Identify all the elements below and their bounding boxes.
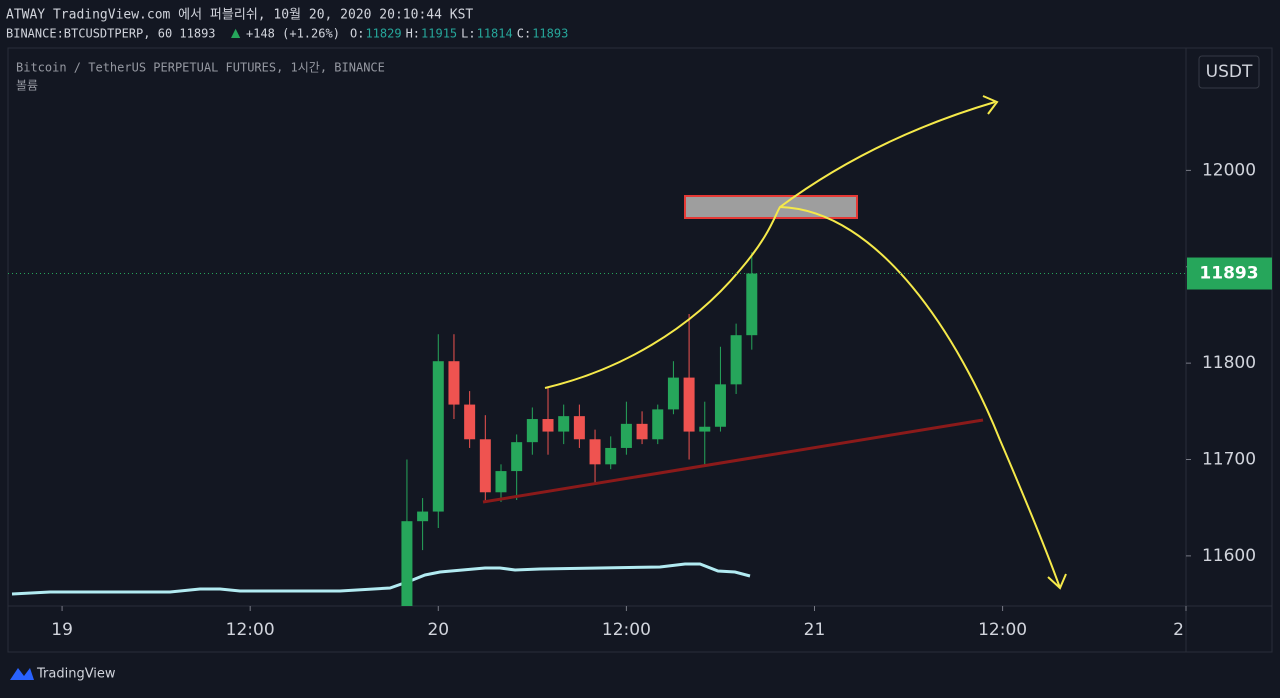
candle-body — [542, 419, 554, 432]
last-price-box — [1187, 257, 1272, 290]
ohlc-value: 11893 — [532, 27, 568, 41]
change-text: +148 (+1.26%) — [246, 27, 340, 41]
candles — [401, 252, 758, 606]
drawings — [11, 562, 751, 596]
arrow-head — [982, 95, 999, 115]
ohlc-value: 11829 — [365, 27, 401, 41]
ohlc-label: O: — [350, 27, 364, 41]
ohlc-label: H: — [406, 27, 420, 41]
candle-body — [526, 419, 538, 443]
candle-body — [620, 423, 632, 448]
candle-body — [573, 416, 585, 440]
currency-button[interactable] — [1198, 55, 1260, 89]
candle-body — [746, 273, 758, 336]
volume-ma-line — [11, 562, 751, 596]
arrow-head — [1047, 573, 1067, 590]
candle-body — [667, 377, 679, 410]
last-price-label: 11893 — [1199, 264, 1258, 284]
ohlc-value: 11814 — [477, 27, 513, 41]
x-tick-label: 19 — [51, 620, 73, 640]
candle-body — [605, 447, 617, 465]
candle-body — [511, 442, 523, 472]
candle-body — [464, 404, 476, 440]
candle-body — [417, 511, 429, 522]
up-triangle: ▲ — [231, 26, 241, 40]
candle-body — [589, 439, 601, 465]
candle-body — [479, 439, 491, 493]
ohlc-label: L: — [461, 27, 475, 41]
candle-body — [448, 361, 460, 405]
volume-label: 볼륨 — [16, 79, 38, 93]
trend-line — [482, 418, 984, 504]
candle-body — [683, 377, 695, 432]
up-path-arrow — [544, 101, 996, 389]
x-tick-label: 12:00 — [602, 620, 651, 640]
logo-icon — [10, 668, 34, 680]
ohlc-value: 11915 — [421, 27, 457, 41]
down-path-arrow — [779, 206, 1061, 589]
y-tick-label: 11800 — [1202, 353, 1256, 373]
y-tick-label: 11600 — [1202, 546, 1256, 566]
x-tick-label: 12:00 — [226, 620, 275, 640]
y-tick-label: 11700 — [1202, 450, 1256, 470]
chart-frame — [7, 47, 1273, 653]
annotations — [482, 95, 1067, 590]
resistance-box — [684, 195, 858, 219]
ohlc-label: C: — [517, 27, 531, 41]
candle-body — [636, 423, 648, 440]
x-tick-label: 12:00 — [978, 620, 1027, 640]
x-tick-label: 20 — [427, 620, 449, 640]
symbol-text: BINANCE:BTCUSDTPERP, 60 11893 — [6, 27, 216, 41]
candle-body — [558, 416, 570, 432]
candle-body — [714, 384, 726, 427]
candle-body — [432, 361, 444, 512]
candle-body — [730, 335, 742, 385]
currency[interactable]: USDT — [1206, 62, 1253, 82]
x-tick-label: 2 — [1173, 620, 1184, 640]
candle-body — [652, 409, 664, 440]
candle-body — [699, 426, 711, 432]
logo-text[interactable]: TradingView — [36, 667, 116, 682]
candle-body — [401, 521, 413, 606]
x-tick-label: 21 — [804, 620, 826, 640]
candle-body — [495, 471, 507, 493]
y-tick-label: 12000 — [1202, 160, 1256, 180]
ohlc: O: 11829 H: 11915 L: 11814 C: 11893 — [350, 27, 568, 41]
published-text: ATWAY TradingView.com 에서 퍼블리쉬, 10월 20, 2… — [6, 8, 473, 23]
pane-title: Bitcoin / TetherUS PERPETUAL FUTURES, 1시… — [16, 61, 385, 75]
